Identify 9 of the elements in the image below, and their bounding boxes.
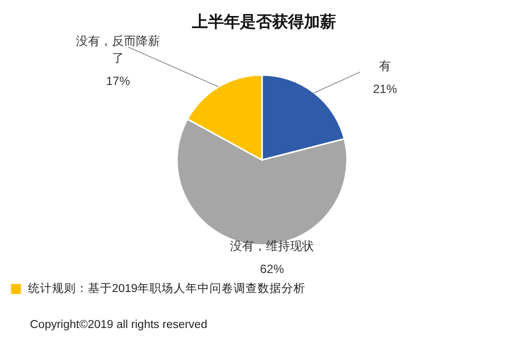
data-label: 62% [258, 261, 286, 278]
slice-label: 没有，维持现状 [229, 238, 315, 255]
text: 统计规则：基于2019年职场人年中问卷调查数据分析 [28, 282, 306, 296]
data-label: 21% [372, 81, 398, 98]
slice-label: 没有，反而降薪了 [75, 33, 161, 67]
chart-title: 上半年是否获得加薪 [191, 12, 337, 33]
data-label: 17% [104, 73, 132, 90]
text: Copyright©2019 all rights reserved [30, 319, 208, 331]
slice-label: 有 [378, 58, 392, 75]
